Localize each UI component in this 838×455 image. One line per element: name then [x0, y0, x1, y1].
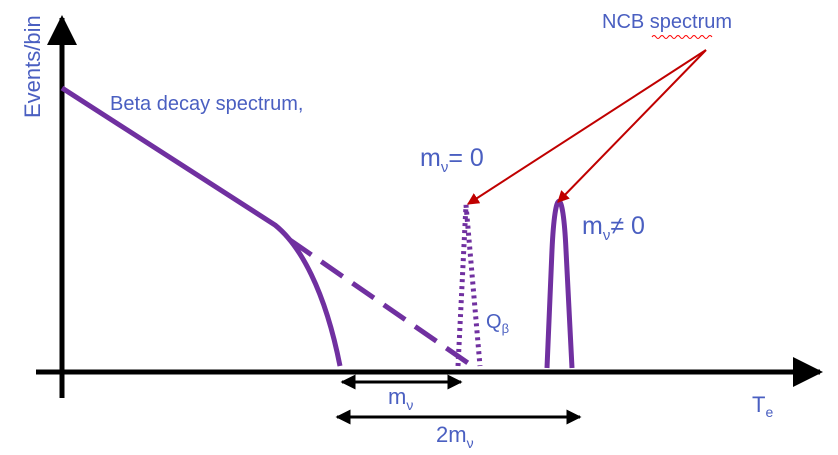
q-beta-label: Qβ [486, 311, 509, 336]
m-nu-nonzero-label: mν≠ 0 [582, 212, 645, 244]
m-nu-gap-label: mν [388, 384, 413, 413]
spellcheck-squiggle [652, 36, 712, 39]
beta-endpoint-dashed-line [290, 240, 468, 363]
ncb-peak-massless [458, 205, 480, 366]
y-axis-label: Events/bin [20, 15, 45, 118]
ncb-arrow-massless [468, 50, 706, 204]
ncb-peak-massive [547, 201, 572, 368]
beta-decay-curve [62, 88, 340, 366]
ncb-arrow-massive [558, 50, 706, 202]
beta-spectrum-label: Beta decay spectrum, [110, 93, 303, 115]
x-axis-label: Te [752, 392, 773, 420]
two-m-nu-gap-label: 2mν [436, 422, 474, 451]
ncb-spectrum-label: NCB spectrum [602, 11, 732, 33]
m-nu-zero-label: mν= 0 [420, 144, 484, 176]
